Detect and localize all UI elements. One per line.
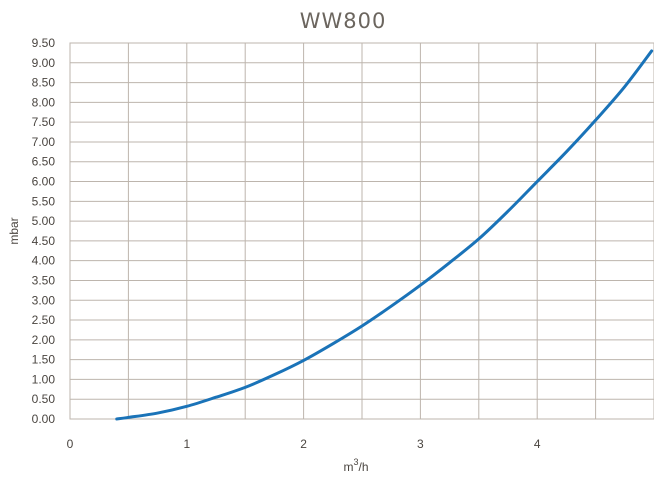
x-tick-label: 3 [417,437,424,451]
chart-title: WW800 [300,9,387,33]
y-tick-label: 4.00 [32,254,56,268]
x-axis-label-base: m [343,460,353,474]
y-tick-label: 0.50 [32,392,56,406]
series-group [115,49,654,421]
x-axis-ticks: 0 1 2 3 4 [67,437,541,451]
x-axis-label-tail: /h [359,460,369,474]
y-tick-label: 2.50 [32,313,56,327]
plot-frame [69,42,654,420]
y-tick-label: 1.00 [32,372,56,386]
x-tick-label: 2 [300,437,307,451]
y-tick-label: 0.00 [32,412,56,426]
y-tick-label: 4.50 [32,234,56,248]
x-axis-label: m3/h [343,457,368,474]
y-tick-label: 1.50 [32,353,56,367]
y-tick-label: 9.50 [32,36,56,50]
y-tick-label: 8.00 [32,95,56,109]
y-tick-label: 2.00 [32,333,56,347]
x-axis-label-sup: 3 [353,457,358,467]
y-tick-label: 5.50 [32,194,56,208]
y-tick-label: 6.00 [32,175,56,189]
y-axis-ticks: 0.00 0.50 1.00 1.50 2.00 2.50 3.00 3.50 4.00 4.50… [32,36,56,426]
grid [69,42,654,420]
y-tick-label: 7.50 [32,115,56,129]
y-tick-label: 3.50 [32,273,56,287]
y-tick-label: 3.00 [32,293,56,307]
y-tick-label: 9.00 [32,56,56,70]
y-tick-label: 6.50 [32,155,56,169]
y-tick-label: 5.00 [32,214,56,228]
y-tick-label: 7.00 [32,135,56,149]
x-tick-label: 1 [183,437,190,451]
y-axis-label: mbar [7,217,21,244]
x-tick-label: 4 [534,437,541,451]
x-tick-label: 0 [67,437,74,451]
y-tick-label: 8.50 [32,76,56,90]
series-line [115,49,654,421]
